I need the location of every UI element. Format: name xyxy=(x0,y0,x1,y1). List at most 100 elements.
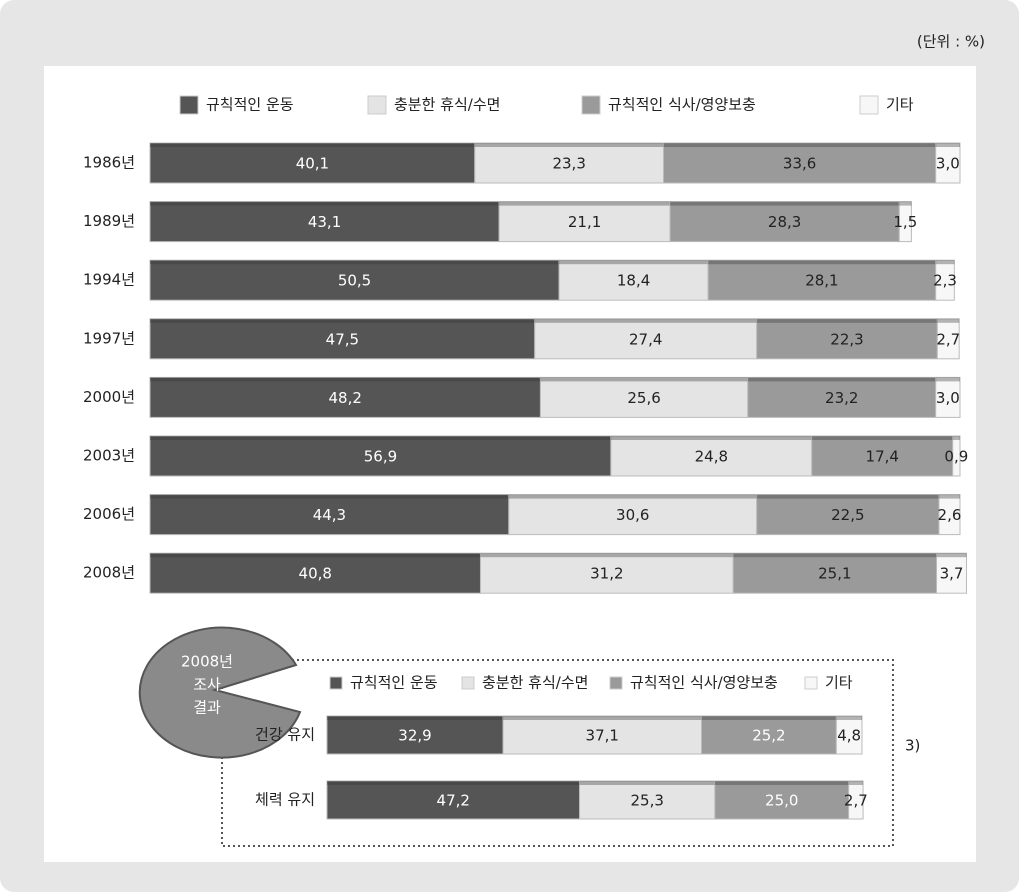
data-label: 3,7 xyxy=(940,565,964,583)
bar-top xyxy=(610,436,812,440)
data-label: 47,2 xyxy=(437,792,470,810)
data-label: 47,5 xyxy=(326,330,359,348)
bar-top xyxy=(559,260,709,265)
data-label: 23,3 xyxy=(552,155,585,173)
data-label: 22,5 xyxy=(831,506,864,524)
legend-swatch xyxy=(609,676,623,690)
data-label: 22,3 xyxy=(830,330,863,348)
y-tick-label: 1997년 xyxy=(83,329,135,347)
data-label: 25,2 xyxy=(752,727,785,745)
bar-segment xyxy=(756,318,938,360)
y-tick-label: 2006년 xyxy=(83,505,135,523)
bar-top xyxy=(714,781,849,785)
data-label: 43,1 xyxy=(308,213,341,231)
bar-segment xyxy=(848,780,864,820)
bar-top xyxy=(150,377,541,382)
data-label: 48,2 xyxy=(329,389,362,407)
bar-segment xyxy=(732,552,938,594)
legend-swatch xyxy=(804,676,818,690)
bar-segment xyxy=(610,435,813,477)
y-tick-label: 1994년 xyxy=(83,271,135,289)
legend-swatch xyxy=(859,95,879,115)
data-label: 32,9 xyxy=(398,727,431,745)
bar-top xyxy=(503,716,702,720)
bar-top xyxy=(327,781,580,785)
bar-top xyxy=(579,781,715,785)
bar-segment xyxy=(747,376,937,418)
bar-top xyxy=(936,553,967,558)
bar-top xyxy=(150,436,611,440)
bar-top xyxy=(480,553,734,558)
data-label: 40,1 xyxy=(296,155,329,173)
legend-swatch xyxy=(461,676,475,690)
bar-segment xyxy=(952,435,961,477)
bar-top xyxy=(508,494,757,499)
unit-label: (단위 : %) xyxy=(917,33,985,51)
data-label: 2,7 xyxy=(936,330,960,348)
bar-top xyxy=(150,201,500,206)
data-label: 0,9 xyxy=(944,448,968,466)
bar-top xyxy=(663,143,936,147)
data-label: 2,3 xyxy=(933,272,957,290)
bar-segment xyxy=(714,780,850,820)
y-tick-label: 1986년 xyxy=(83,154,135,172)
bar-top xyxy=(474,143,664,147)
bar-segment xyxy=(936,552,967,594)
bar-top xyxy=(670,201,900,206)
data-label: 3,0 xyxy=(936,389,960,407)
y-tick-label: 2008년 xyxy=(83,564,135,582)
bar-top xyxy=(935,377,960,382)
data-label: 40,8 xyxy=(299,565,332,583)
bar-top xyxy=(848,781,864,785)
data-label: 28,3 xyxy=(768,213,801,231)
legend-label: 규칙적인 운동 xyxy=(350,674,438,692)
bar-segment xyxy=(756,494,940,536)
bar-segment xyxy=(701,715,837,755)
legend-label: 기타 xyxy=(825,674,853,692)
bar-top xyxy=(938,494,960,499)
y-tick-label: 2003년 xyxy=(83,447,135,465)
bar-segment xyxy=(835,715,863,755)
bar-segment xyxy=(539,376,749,418)
data-label: 30,6 xyxy=(616,506,649,524)
bar-segment xyxy=(149,435,612,477)
bar-top xyxy=(899,201,912,206)
bar-top xyxy=(150,553,481,558)
data-label: 2,6 xyxy=(938,506,962,524)
bar-segment xyxy=(558,259,709,301)
data-label: 50,5 xyxy=(338,272,371,290)
legend-swatch xyxy=(367,95,387,115)
data-label: 17,4 xyxy=(866,448,899,466)
bar-top xyxy=(756,318,938,323)
bar-top xyxy=(701,716,837,720)
bar-segment xyxy=(669,201,900,243)
bar-segment xyxy=(534,318,758,360)
badge-text: 2008년 xyxy=(181,653,233,671)
badge-text: 조사 xyxy=(193,676,221,694)
bar-top xyxy=(150,494,509,499)
bar-segment xyxy=(935,259,955,301)
data-label: 44,3 xyxy=(313,506,346,524)
legend-swatch xyxy=(329,676,343,690)
bar-top xyxy=(756,494,939,499)
y-tick-label: 2000년 xyxy=(83,388,135,406)
data-label: 27,4 xyxy=(629,330,662,348)
bar-segment xyxy=(707,259,937,301)
bar-segment xyxy=(149,552,481,594)
bar-top xyxy=(935,143,960,147)
badge-text: 결과 xyxy=(193,699,221,717)
bar-segment xyxy=(898,201,912,243)
bar-segment xyxy=(498,201,671,243)
bar-top xyxy=(937,318,960,323)
bar-top xyxy=(935,260,955,265)
legend-swatch xyxy=(581,95,601,115)
data-label: 25,3 xyxy=(630,792,663,810)
y-tick-label: 1989년 xyxy=(83,212,135,230)
data-label: 25,6 xyxy=(627,389,660,407)
bar-top xyxy=(952,436,960,440)
data-label: 21,1 xyxy=(568,213,601,231)
bar-segment xyxy=(579,780,716,820)
bar-top xyxy=(150,143,475,147)
data-label: 37,1 xyxy=(586,727,619,745)
